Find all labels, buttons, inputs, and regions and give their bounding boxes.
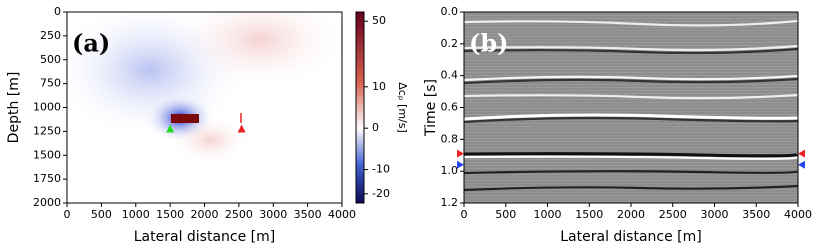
x-tick-label: 4000: [784, 208, 812, 221]
x-tick-label: 1000: [534, 208, 562, 221]
y-tick-label: 750: [40, 77, 61, 90]
x-tick-label: 0: [461, 208, 468, 221]
x-tick-label: 1500: [156, 208, 184, 221]
y-tick-label: 2000: [33, 196, 61, 209]
x-axis-label: Lateral distance [m]: [560, 229, 702, 245]
y-tick-label: 0: [54, 5, 61, 18]
x-tick-label: 2500: [659, 208, 687, 221]
x-tick-label: 3000: [701, 208, 729, 221]
colorbar-tick-label: 10: [372, 80, 386, 93]
x-axis-label: Lateral distance [m]: [134, 229, 276, 245]
receiver-marker: [166, 124, 175, 133]
y-tick-label: 0.6: [441, 101, 459, 114]
colorbar-tick-label: -10: [372, 163, 390, 176]
colorbar: [355, 11, 365, 204]
y-tick-label: 1750: [33, 172, 61, 185]
panel-a-label: (a): [72, 29, 110, 58]
y-tick-label: 1500: [33, 148, 61, 161]
image-b: [464, 12, 798, 203]
y-tick-label: 1.2: [441, 196, 459, 209]
y-tick-label: 250: [40, 29, 61, 42]
x-tick-label: 500: [91, 208, 112, 221]
panel-b-label: (b): [469, 29, 509, 58]
x-tick-label: 2000: [191, 208, 219, 221]
image-a: [67, 12, 342, 203]
colorbar-tick-label: -20: [372, 187, 390, 200]
x-tick-label: 4000: [328, 208, 356, 221]
x-tick-label: 1500: [575, 208, 603, 221]
x-tick-label: 2500: [225, 208, 253, 221]
receiver-marker: [237, 124, 246, 133]
colorbar-label: Δcₚ [m/s]: [396, 82, 409, 133]
y-tick-label: 0.2: [441, 37, 459, 50]
y-tick-label: 1000: [33, 101, 61, 114]
x-tick-label: 3000: [259, 208, 287, 221]
x-tick-label: 0: [64, 208, 71, 221]
y-axis-label: Depth [m]: [6, 72, 22, 144]
y-tick-label: 1.0: [441, 164, 459, 177]
y-tick-label: 1250: [33, 124, 61, 137]
y-tick-label: 0.0: [441, 5, 459, 18]
x-tick-label: 2000: [617, 208, 645, 221]
colorbar-tick-label: 50: [372, 14, 386, 27]
y-tick-label: 0.8: [441, 132, 459, 145]
y-axis-label: Time [s]: [423, 79, 439, 137]
x-tick-label: 3500: [742, 208, 770, 221]
x-tick-label: 500: [495, 208, 516, 221]
y-tick-label: 0.4: [441, 69, 459, 82]
colorbar-tick-label: 0: [372, 121, 379, 134]
x-tick-label: 3500: [294, 208, 322, 221]
y-tick-label: 500: [40, 53, 61, 66]
x-tick-label: 1000: [122, 208, 150, 221]
